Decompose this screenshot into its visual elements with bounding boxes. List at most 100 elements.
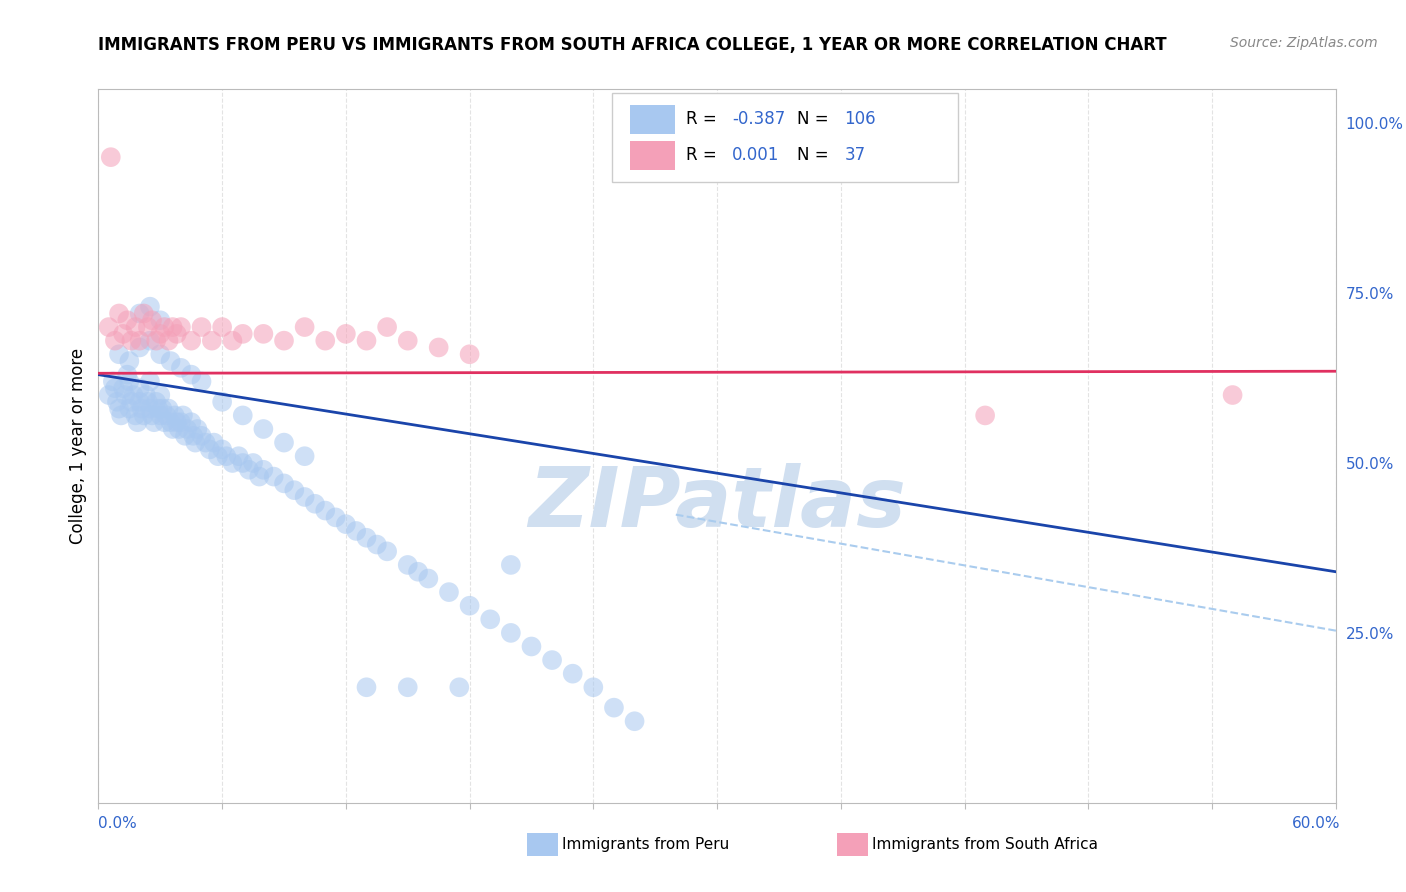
Text: ZIPatlas: ZIPatlas <box>529 463 905 543</box>
Point <box>247 469 270 483</box>
Y-axis label: College, 1 year or more: College, 1 year or more <box>69 348 87 544</box>
Point <box>124 320 146 334</box>
Point <box>149 313 172 327</box>
Point <box>252 463 274 477</box>
Point <box>108 306 131 320</box>
Point <box>131 401 153 416</box>
Point <box>396 558 419 572</box>
Point <box>356 531 378 545</box>
Point <box>273 435 295 450</box>
Point <box>166 326 188 341</box>
Point <box>149 326 172 341</box>
Point <box>108 347 131 361</box>
Point <box>167 422 190 436</box>
Point <box>128 381 150 395</box>
Point <box>117 313 139 327</box>
Point <box>314 503 336 517</box>
Point <box>97 320 120 334</box>
Point <box>159 415 181 429</box>
Point <box>176 422 198 436</box>
Text: 106: 106 <box>845 111 876 128</box>
Point <box>118 375 141 389</box>
Point <box>427 341 450 355</box>
Text: R =: R = <box>686 111 723 128</box>
Point <box>136 394 159 409</box>
FancyBboxPatch shape <box>612 93 959 182</box>
Point <box>100 150 122 164</box>
Point <box>128 341 150 355</box>
Text: Source: ZipAtlas.com: Source: ZipAtlas.com <box>1230 36 1378 50</box>
Point <box>190 320 212 334</box>
Point <box>499 626 522 640</box>
Point <box>273 476 295 491</box>
Point <box>118 354 141 368</box>
Point <box>159 354 181 368</box>
Point <box>623 714 645 729</box>
Point <box>139 401 162 416</box>
Point <box>184 435 207 450</box>
Point <box>114 388 136 402</box>
Point <box>499 558 522 572</box>
Point <box>198 442 221 457</box>
Point <box>155 409 177 423</box>
Point <box>149 388 172 402</box>
Point <box>396 680 419 694</box>
Point <box>437 585 460 599</box>
Text: R =: R = <box>686 146 723 164</box>
Point <box>170 320 193 334</box>
Point <box>162 320 184 334</box>
Point <box>139 300 162 314</box>
Point <box>1222 388 1244 402</box>
Text: 0.0%: 0.0% <box>98 816 138 831</box>
Point <box>172 409 194 423</box>
Point <box>145 394 167 409</box>
Point <box>105 394 128 409</box>
Point <box>356 680 378 694</box>
Point <box>356 334 378 348</box>
Point <box>194 435 217 450</box>
Point <box>141 409 163 423</box>
Point <box>458 347 481 361</box>
Point <box>221 334 243 348</box>
Point <box>252 326 274 341</box>
Point <box>110 409 132 423</box>
Point <box>314 334 336 348</box>
Point <box>132 306 155 320</box>
FancyBboxPatch shape <box>630 105 675 134</box>
Point <box>139 334 162 348</box>
Point <box>232 456 254 470</box>
Text: 37: 37 <box>845 146 866 164</box>
Text: 0.001: 0.001 <box>733 146 779 164</box>
Point <box>118 401 141 416</box>
Point <box>157 401 180 416</box>
Point <box>375 320 398 334</box>
Point <box>108 401 131 416</box>
Point <box>104 334 127 348</box>
Point <box>127 415 149 429</box>
Point <box>162 422 184 436</box>
Point <box>148 401 170 416</box>
Point <box>238 463 260 477</box>
Point <box>149 409 172 423</box>
Text: -0.387: -0.387 <box>733 111 785 128</box>
Point <box>294 490 316 504</box>
Point <box>449 680 471 694</box>
Point <box>101 375 124 389</box>
Point <box>366 537 388 551</box>
Point <box>145 334 167 348</box>
Point <box>181 429 204 443</box>
Point <box>166 415 188 429</box>
Point <box>325 510 347 524</box>
Point <box>170 360 193 375</box>
Point <box>157 334 180 348</box>
Point <box>406 565 429 579</box>
Point <box>153 320 176 334</box>
Point <box>273 334 295 348</box>
Point <box>458 599 481 613</box>
Point <box>149 347 172 361</box>
Point <box>228 449 250 463</box>
Point <box>418 572 440 586</box>
Point <box>141 313 163 327</box>
Point <box>335 326 357 341</box>
Point <box>124 409 146 423</box>
